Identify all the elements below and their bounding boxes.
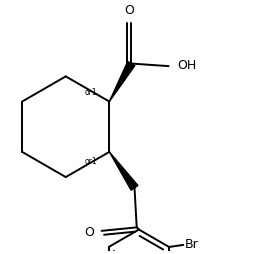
Text: O: O bbox=[124, 5, 134, 18]
Polygon shape bbox=[109, 61, 135, 102]
Text: OH: OH bbox=[177, 59, 196, 72]
Text: O: O bbox=[84, 226, 94, 239]
Text: or1: or1 bbox=[85, 88, 98, 97]
Text: or1: or1 bbox=[85, 156, 98, 166]
Text: Br: Br bbox=[184, 239, 198, 251]
Polygon shape bbox=[109, 152, 138, 190]
